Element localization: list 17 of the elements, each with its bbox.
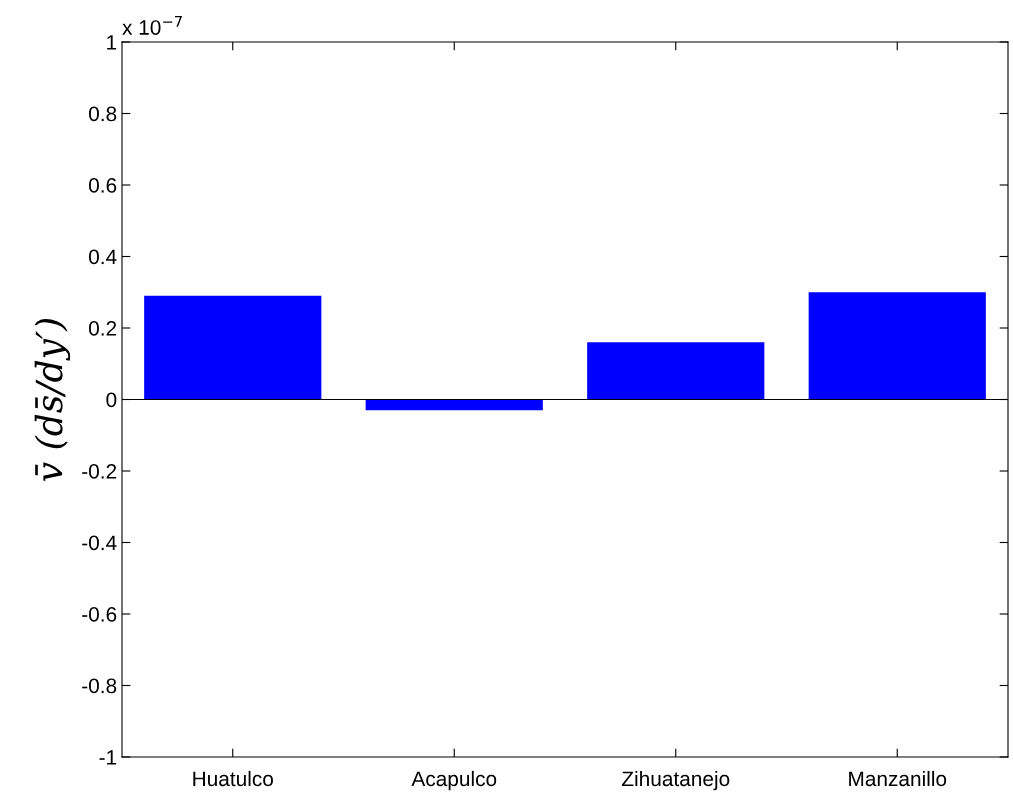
y-tick-label: -0.6	[82, 607, 117, 622]
y-tick-label: 0.2	[88, 321, 117, 336]
y-axis-title: v̄ (ds̄/dy′)	[34, 318, 71, 481]
y-tick-label: -0.2	[82, 464, 117, 479]
x-tick-label: Huatulco	[193, 770, 273, 787]
x-tick-label: Zihuatanejo	[621, 770, 730, 791]
y-tick-label: 0.6	[88, 178, 117, 193]
y-tick-label: 1	[107, 35, 117, 50]
y-tick-label: 0	[106, 392, 117, 408]
x-tick-label: Manzanillo	[849, 770, 947, 787]
y-tick-label: -1	[99, 750, 117, 765]
y-tick-label: -0.4	[82, 535, 117, 551]
y-tick-label: 0.4	[88, 249, 117, 265]
text: x 10$^{−7}$	[122, 16, 182, 35]
y-tick-label: 0.8	[88, 106, 117, 122]
y-tick-label: -0.8	[82, 678, 117, 694]
x-tick-label: Acapulco	[411, 770, 497, 791]
